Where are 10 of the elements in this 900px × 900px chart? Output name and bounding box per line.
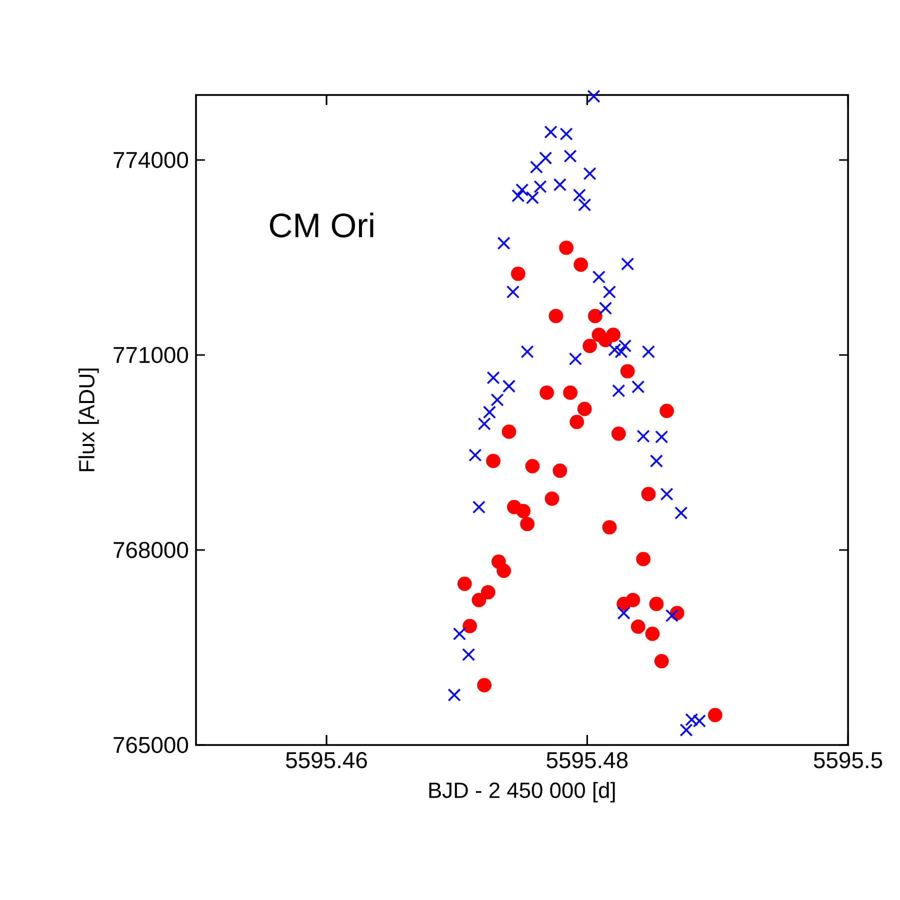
y-tick-label: 771000 — [114, 346, 188, 364]
annotation: CM Ori — [270, 212, 374, 238]
x-tick-label: 5595.5 — [814, 752, 882, 768]
y-tick-label: 765000 — [114, 736, 188, 754]
x-axis-title: BJD - 2 450 000 [d] — [429, 782, 615, 802]
y-tick-label: 768000 — [114, 542, 188, 558]
x-tick-label: 5595.46 — [286, 752, 367, 768]
y-tick-label: 774000 — [114, 152, 188, 168]
x-tick-label: 5595.48 — [546, 752, 628, 768]
y-axis-title: Flux [ADU] — [78, 368, 99, 472]
